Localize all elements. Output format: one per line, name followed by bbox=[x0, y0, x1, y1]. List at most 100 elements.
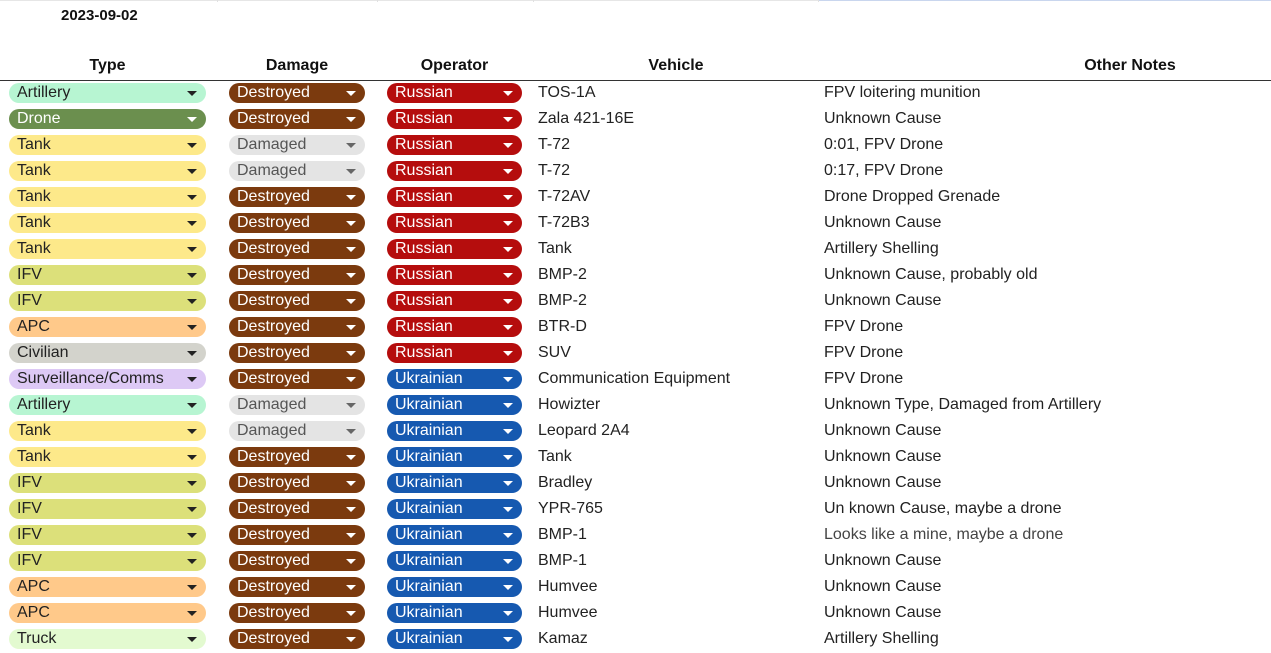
vehicle-cell[interactable]: Kamaz bbox=[538, 630, 588, 647]
type-dropdown[interactable]: IFV bbox=[9, 525, 206, 545]
type-dropdown[interactable]: Tank bbox=[9, 135, 206, 155]
vehicle-cell[interactable]: BMP-2 bbox=[538, 266, 587, 283]
damage-dropdown[interactable]: Destroyed bbox=[229, 577, 365, 597]
triangle-down-icon[interactable] bbox=[346, 143, 356, 148]
vehicle-cell[interactable]: BMP-2 bbox=[538, 292, 587, 309]
operator-dropdown[interactable]: Russian bbox=[387, 161, 522, 181]
triangle-down-icon[interactable] bbox=[346, 351, 356, 356]
type-column-header[interactable]: Type bbox=[89, 57, 126, 74]
operator-dropdown[interactable]: Ukrainian bbox=[387, 447, 522, 467]
type-dropdown[interactable]: IFV bbox=[9, 291, 206, 311]
operator-dropdown[interactable]: Ukrainian bbox=[387, 473, 522, 493]
damage-dropdown[interactable]: Destroyed bbox=[229, 369, 365, 389]
notes-cell[interactable]: Unknown Cause bbox=[824, 552, 942, 569]
vehicle-cell[interactable]: YPR-765 bbox=[538, 500, 603, 517]
triangle-down-icon[interactable] bbox=[187, 195, 197, 200]
triangle-down-icon[interactable] bbox=[187, 299, 197, 304]
triangle-down-icon[interactable] bbox=[503, 637, 513, 642]
type-dropdown[interactable]: Artillery bbox=[9, 395, 206, 415]
damage-dropdown[interactable]: Destroyed bbox=[229, 109, 365, 129]
notes-column-header[interactable]: Other Notes bbox=[1084, 57, 1176, 74]
triangle-down-icon[interactable] bbox=[346, 403, 356, 408]
damage-dropdown[interactable]: Destroyed bbox=[229, 525, 365, 545]
operator-column-header[interactable]: Operator bbox=[420, 57, 489, 74]
damage-dropdown[interactable]: Destroyed bbox=[229, 629, 365, 649]
notes-cell[interactable]: Unknown Cause, probably old bbox=[824, 266, 1038, 283]
triangle-down-icon[interactable] bbox=[346, 377, 356, 382]
triangle-down-icon[interactable] bbox=[187, 91, 197, 96]
triangle-down-icon[interactable] bbox=[346, 169, 356, 174]
triangle-down-icon[interactable] bbox=[503, 299, 513, 304]
notes-cell[interactable]: FPV Drone bbox=[824, 344, 904, 361]
type-dropdown[interactable]: APC bbox=[9, 603, 206, 623]
triangle-down-icon[interactable] bbox=[346, 91, 356, 96]
triangle-down-icon[interactable] bbox=[503, 195, 513, 200]
triangle-down-icon[interactable] bbox=[187, 455, 197, 460]
notes-cell[interactable]: 0:01, FPV Drone bbox=[824, 136, 944, 153]
triangle-down-icon[interactable] bbox=[346, 507, 356, 512]
triangle-down-icon[interactable] bbox=[346, 559, 356, 564]
damage-dropdown[interactable]: Damaged bbox=[229, 395, 365, 415]
triangle-down-icon[interactable] bbox=[346, 221, 356, 226]
triangle-down-icon[interactable] bbox=[503, 611, 513, 616]
triangle-down-icon[interactable] bbox=[187, 559, 197, 564]
notes-cell[interactable]: Unknown Type, Damaged from Artillery bbox=[824, 396, 1102, 413]
damage-dropdown[interactable]: Destroyed bbox=[229, 187, 365, 207]
vehicle-cell[interactable]: Humvee bbox=[538, 604, 598, 621]
triangle-down-icon[interactable] bbox=[346, 195, 356, 200]
triangle-down-icon[interactable] bbox=[187, 351, 197, 356]
type-dropdown[interactable]: IFV bbox=[9, 499, 206, 519]
triangle-down-icon[interactable] bbox=[503, 481, 513, 486]
type-dropdown[interactable]: IFV bbox=[9, 265, 206, 285]
triangle-down-icon[interactable] bbox=[503, 325, 513, 330]
notes-cell[interactable]: Artillery Shelling bbox=[824, 240, 939, 257]
operator-dropdown[interactable]: Ukrainian bbox=[387, 369, 522, 389]
triangle-down-icon[interactable] bbox=[503, 351, 513, 356]
notes-cell[interactable]: Unknown Cause bbox=[824, 604, 942, 621]
triangle-down-icon[interactable] bbox=[187, 507, 197, 512]
vehicle-cell[interactable]: T-72 bbox=[538, 162, 571, 179]
operator-dropdown[interactable]: Russian bbox=[387, 109, 522, 129]
notes-cell[interactable]: Artillery Shelling bbox=[824, 630, 939, 647]
triangle-down-icon[interactable] bbox=[187, 611, 197, 616]
triangle-down-icon[interactable] bbox=[346, 481, 356, 486]
triangle-down-icon[interactable] bbox=[503, 377, 513, 382]
triangle-down-icon[interactable] bbox=[187, 637, 197, 642]
vehicle-cell[interactable]: T-72AV bbox=[538, 188, 591, 205]
triangle-down-icon[interactable] bbox=[503, 91, 513, 96]
triangle-down-icon[interactable] bbox=[346, 585, 356, 590]
vehicle-cell[interactable]: TOS-1A bbox=[538, 84, 596, 101]
triangle-down-icon[interactable] bbox=[346, 299, 356, 304]
damage-dropdown[interactable]: Destroyed bbox=[229, 213, 365, 233]
triangle-down-icon[interactable] bbox=[187, 585, 197, 590]
type-dropdown[interactable]: IFV bbox=[9, 473, 206, 493]
notes-cell[interactable]: Looks like a mine, maybe a drone bbox=[824, 526, 1064, 543]
operator-dropdown[interactable]: Ukrainian bbox=[387, 603, 522, 623]
operator-dropdown[interactable]: Russian bbox=[387, 239, 522, 259]
notes-cell[interactable]: Unknown Cause bbox=[824, 422, 942, 439]
type-dropdown[interactable]: Tank bbox=[9, 213, 206, 233]
triangle-down-icon[interactable] bbox=[346, 429, 356, 434]
vehicle-cell[interactable]: SUV bbox=[538, 344, 571, 361]
triangle-down-icon[interactable] bbox=[503, 143, 513, 148]
operator-dropdown[interactable]: Ukrainian bbox=[387, 525, 522, 545]
type-dropdown[interactable]: Surveillance/Comms bbox=[9, 369, 206, 389]
damage-dropdown[interactable]: Destroyed bbox=[229, 317, 365, 337]
notes-cell[interactable]: Un known Cause, maybe a drone bbox=[824, 500, 1062, 517]
triangle-down-icon[interactable] bbox=[503, 273, 513, 278]
vehicle-cell[interactable]: T-72 bbox=[538, 136, 571, 153]
type-dropdown[interactable]: Drone bbox=[9, 109, 206, 129]
damage-dropdown[interactable]: Destroyed bbox=[229, 83, 365, 103]
triangle-down-icon[interactable] bbox=[187, 377, 197, 382]
damage-dropdown[interactable]: Destroyed bbox=[229, 291, 365, 311]
vehicle-cell[interactable]: Humvee bbox=[538, 578, 598, 595]
notes-cell[interactable]: Unknown Cause bbox=[824, 292, 942, 309]
triangle-down-icon[interactable] bbox=[187, 533, 197, 538]
notes-cell[interactable]: FPV Drone bbox=[824, 370, 904, 387]
type-dropdown[interactable]: Tank bbox=[9, 161, 206, 181]
notes-cell[interactable]: Unknown Cause bbox=[824, 578, 942, 595]
notes-cell[interactable]: Unknown Cause bbox=[824, 214, 942, 231]
operator-dropdown[interactable]: Russian bbox=[387, 187, 522, 207]
type-dropdown[interactable]: Tank bbox=[9, 421, 206, 441]
damage-dropdown[interactable]: Destroyed bbox=[229, 551, 365, 571]
